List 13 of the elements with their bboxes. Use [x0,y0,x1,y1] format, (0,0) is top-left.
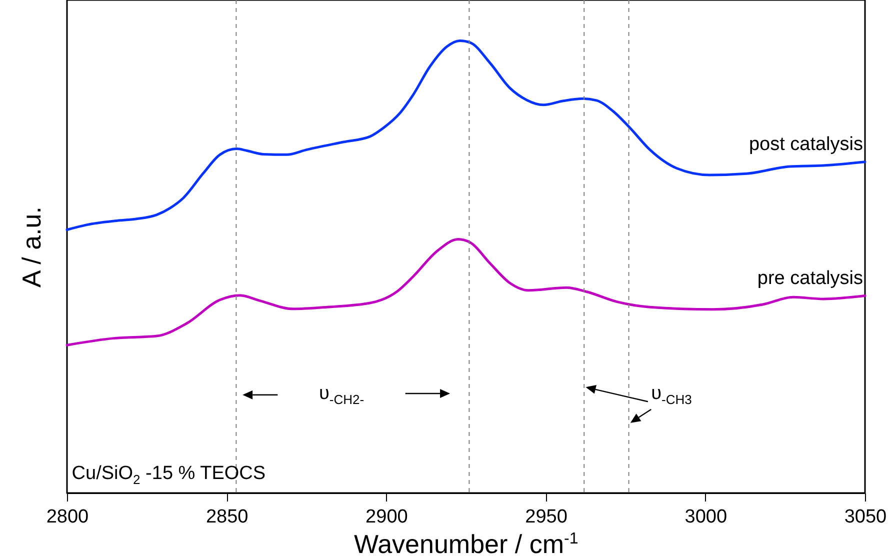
annotation: υ$_{-CH2-}$ [319,382,364,407]
series-label: post catalysis [748,134,863,155]
x-tick-label: 3000 [684,506,728,528]
x-tick-label: 2950 [525,506,568,528]
annotation: υ$_{-CH3}$ [651,382,692,407]
annotation: Cu/SiO$_{2}$ -15 % TEOCS [72,462,266,487]
x-tick-label: 3050 [844,506,887,528]
y-axis-title: A / a.u. [16,206,46,288]
series-label: pre catalysis [757,268,863,289]
x-tick-label: 2850 [206,506,248,528]
x-axis-title: Wavenumber / cm$^{-1}$ [354,529,578,559]
x-tick-label: 2900 [366,506,408,528]
x-tick-label: 2800 [46,506,89,528]
